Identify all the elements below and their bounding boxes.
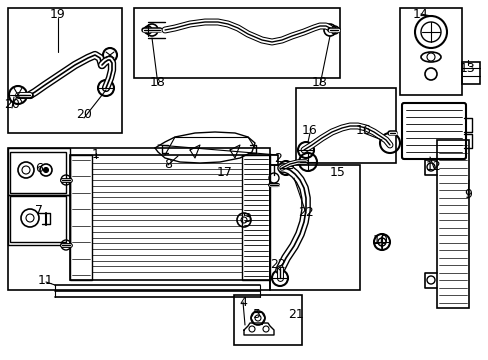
Bar	[8, 148, 269, 290]
Text: 12: 12	[425, 159, 441, 172]
Text: 21: 21	[287, 309, 303, 321]
Text: 15: 15	[329, 166, 345, 180]
Bar	[295, 88, 395, 163]
Bar	[269, 165, 359, 290]
Bar	[10, 196, 66, 242]
Bar	[242, 155, 269, 280]
Text: 16: 16	[302, 123, 317, 136]
Text: 7: 7	[35, 203, 43, 216]
Bar	[234, 295, 302, 345]
Bar	[10, 152, 66, 193]
Text: 20: 20	[76, 108, 92, 122]
Text: 18: 18	[311, 76, 327, 89]
Text: 13: 13	[459, 62, 475, 75]
Text: 10: 10	[372, 234, 388, 247]
Text: 6: 6	[35, 162, 43, 175]
Text: 20: 20	[4, 99, 20, 112]
Text: 1: 1	[92, 148, 100, 162]
Bar	[8, 148, 70, 195]
Bar	[461, 62, 479, 84]
Text: 11: 11	[38, 274, 54, 287]
Text: 16: 16	[355, 123, 371, 136]
Text: 8: 8	[163, 158, 172, 171]
Text: 9: 9	[463, 189, 471, 202]
Bar	[70, 155, 269, 280]
Bar	[8, 195, 70, 245]
Text: 3: 3	[243, 211, 250, 225]
Text: 22: 22	[298, 207, 313, 220]
Text: 4: 4	[239, 296, 246, 309]
Text: 5: 5	[252, 309, 261, 321]
Bar	[436, 140, 468, 308]
Bar	[399, 8, 461, 95]
Text: 22: 22	[269, 258, 285, 271]
Bar	[70, 155, 92, 280]
Text: 17: 17	[217, 166, 232, 179]
Text: 14: 14	[412, 8, 428, 21]
Bar	[134, 8, 339, 78]
Text: 19: 19	[50, 8, 66, 21]
Text: 18: 18	[150, 76, 165, 89]
Bar	[8, 8, 122, 133]
Circle shape	[43, 167, 48, 172]
Text: 2: 2	[273, 152, 282, 165]
